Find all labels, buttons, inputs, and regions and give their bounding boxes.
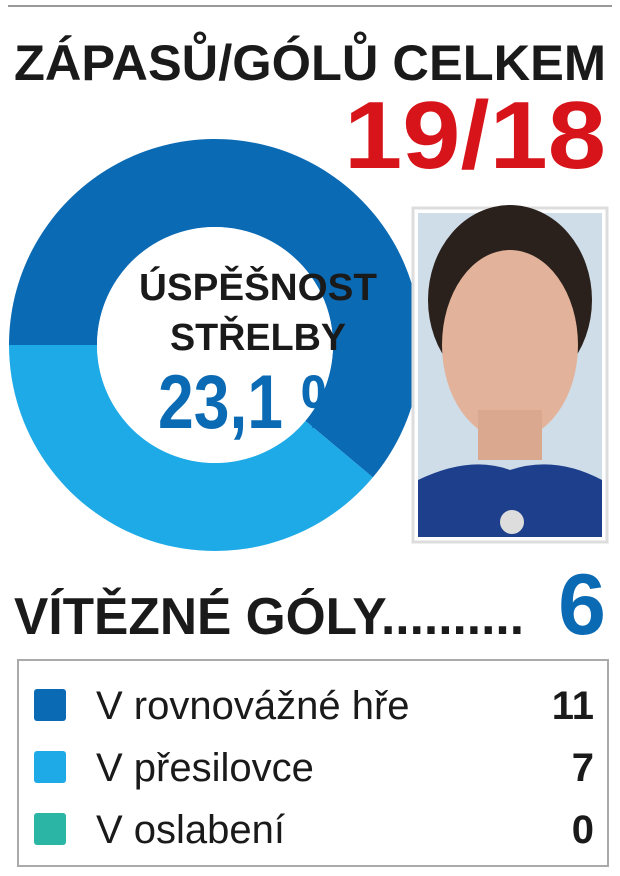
donut xyxy=(9,138,422,552)
headline: 19/18 xyxy=(344,82,606,189)
center-line: STŘELBY xyxy=(170,315,346,359)
legend-label: V oslabení xyxy=(96,808,285,852)
player-photo xyxy=(411,205,609,544)
legend-label: V přesilovce xyxy=(96,746,314,790)
legend-box xyxy=(17,659,609,867)
center-value: 23,1 % xyxy=(158,360,358,445)
legend: V rovnovážné hře 11 V přesilovce 7 V oslaben… xyxy=(34,684,594,852)
center-line: ÚSPĚŠNOST xyxy=(139,264,377,309)
winning-goals-label: VÍTĚZNÉ GÓLY.......... xyxy=(14,587,524,646)
donut-hole xyxy=(97,227,333,463)
legend-value: 0 xyxy=(572,808,594,852)
legend-value: 11 xyxy=(552,684,594,728)
donut-segment xyxy=(9,345,373,552)
legend-value: 7 xyxy=(572,746,594,790)
legend-swatch xyxy=(34,813,66,845)
title: ZÁPASŮ/GÓLŮ CELKEM xyxy=(14,31,606,91)
winning-goals-value: 6 xyxy=(558,557,606,653)
donut-segment xyxy=(9,138,422,478)
legend-label: V rovnovážné hře xyxy=(96,684,410,728)
legend-swatch xyxy=(34,689,66,721)
legend-swatch xyxy=(34,751,66,783)
